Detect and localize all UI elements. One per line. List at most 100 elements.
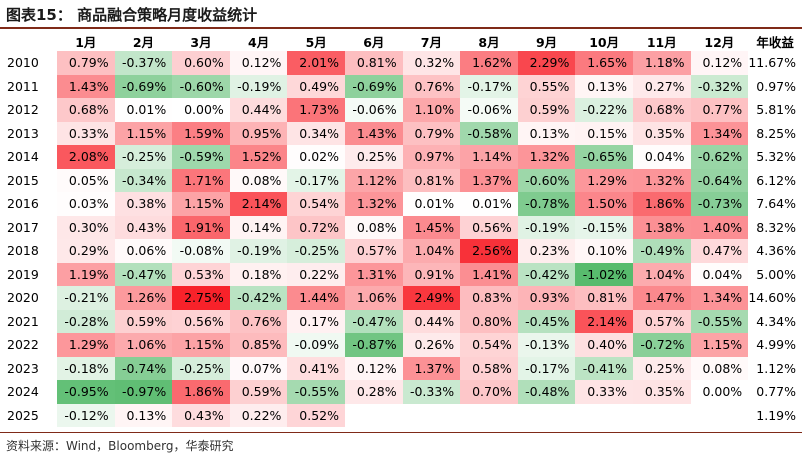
monthly-return-cell: -0.25% [287,239,345,263]
monthly-return-cell: 1.71% [172,168,230,192]
monthly-return-cell: 0.07% [229,356,288,380]
monthly-return-cell: 0.54% [460,333,518,357]
monthly-return-cell: 0.53% [172,262,230,286]
month-header: 12月 [704,34,735,50]
monthly-return-cell: 0.04% [690,262,749,286]
monthly-return-cell: -0.95% [57,380,115,404]
monthly-return-cell: 0.01% [460,192,518,216]
monthly-return-cell: 0.30% [57,215,115,239]
monthly-return-cell: 1.52% [229,145,288,169]
table-row: 2018 0.29% 0.06% -0.08% -0.19% -0.25% 0.57% 1.0… [0,239,802,263]
monthly-return-cell: 0.08% [345,215,403,239]
monthly-return-cell: 0.12% [345,356,403,380]
year-cell: 2025 [7,407,39,423]
year-cell: 2013 [7,125,39,141]
monthly-return-cell: 0.56% [460,215,518,239]
monthly-return-cell: 2.01% [287,51,345,75]
monthly-return-cell: -0.19% [229,239,288,263]
monthly-return-cell: 1.47% [632,286,691,310]
monthly-return-cell: -0.47% [114,262,173,286]
monthly-return-cell: 1.50% [575,192,633,216]
monthly-return-cell: 2.75% [172,286,230,310]
monthly-return-cell: 1.32% [517,145,576,169]
monthly-return-cell: 0.55% [517,74,576,98]
monthly-return-cell: -0.60% [517,168,576,192]
top-rule [0,27,802,29]
monthly-return-cell: 0.56% [172,309,230,333]
source-note: 资料来源：Wind，Bloomberg，华泰研究 [6,439,234,453]
annual-return-cell: 1.19% [756,407,796,423]
monthly-return-cell: -0.13% [517,333,576,357]
monthly-return-cell: 0.72% [287,215,345,239]
monthly-return-cell: 0.60% [172,51,230,75]
monthly-return-cell: 0.85% [229,333,288,357]
month-header: 2月 [132,34,155,50]
monthly-return-cell: 1.26% [114,286,173,310]
monthly-return-cell: 1.15% [172,333,230,357]
monthly-return-cell: 1.41% [460,262,518,286]
monthly-return-cell [691,404,749,428]
annual-return-cell: 0.77% [756,384,796,400]
monthly-return-cell: -0.41% [575,356,633,380]
monthly-return-cell: 1.40% [690,215,749,239]
monthly-return-cell: 0.38% [114,192,173,216]
monthly-return-cell: 0.80% [460,309,518,333]
monthly-return-cell: 1.45% [402,215,461,239]
monthly-return-cell: -0.74% [114,356,173,380]
year-cell: 2022 [7,337,39,353]
year-cell: 2018 [7,243,39,259]
table-row: 2020 -0.21% 1.26% 2.75% -0.42% 1.44% 1.06% 2.49… [0,286,802,310]
annual-return-cell: 5.00% [756,266,796,282]
year-cell: 2019 [7,266,39,282]
monthly-return-cell: 0.59% [114,309,173,333]
monthly-return-cell: -0.60% [172,74,230,98]
monthly-return-cell: -0.62% [690,145,749,169]
annual-return-header: 年收益 [756,34,794,50]
monthly-return-cell: -0.17% [460,74,518,98]
month-header: 7月 [420,34,442,50]
monthly-return-cell: 1.43% [345,121,403,145]
month-header: 6月 [363,34,385,50]
monthly-return-cell: -0.17% [287,168,345,192]
monthly-return-cell: 0.33% [57,121,115,145]
monthly-return-cell: -0.65% [575,145,633,169]
monthly-return-cell: 1.06% [114,333,173,357]
figure-title: 图表15： 商品融合策略月度收益统计 [6,6,258,24]
monthly-return-cell: 0.79% [57,51,115,75]
monthly-return-cell: 1.91% [172,215,230,239]
monthly-return-cell: 0.95% [229,121,288,145]
monthly-return-cell: -0.55% [690,309,749,333]
monthly-return-cell: 0.23% [517,239,576,263]
monthly-return-cell: -0.09% [287,333,345,357]
monthly-return-cell: -0.15% [575,215,633,239]
monthly-return-cell: -0.08% [172,239,230,263]
monthly-return-cell: -0.42% [229,286,288,310]
monthly-return-cell: 0.52% [287,403,345,427]
year-cell: 2017 [7,219,39,235]
monthly-return-cell: 1.65% [575,51,633,75]
month-header: 5月 [305,34,327,50]
monthly-return-cell [460,404,518,428]
monthly-return-cell: 0.01% [114,98,173,122]
monthly-return-cell: 1.04% [402,239,461,263]
monthly-return-cell: 2.29% [517,51,576,75]
monthly-return-cell: -0.18% [57,356,115,380]
monthly-return-cell: -0.33% [402,380,461,404]
monthly-return-cell: 1.37% [460,168,518,192]
monthly-return-cell: 0.93% [517,286,576,310]
monthly-return-cell: -0.06% [345,98,403,122]
monthly-return-cell: 0.91% [402,262,461,286]
monthly-return-cell: 0.26% [402,333,461,357]
monthly-returns-table: 1月 2月 3月 4月 5月 6月 7月 8月 9月 10月 11月 12月 年收益 2010 0.79%… [0,31,802,427]
monthly-return-cell: 0.00% [690,380,749,404]
year-cell: 2011 [7,78,39,94]
monthly-return-cell: 0.76% [229,309,288,333]
monthly-return-cell: -1.02% [575,262,633,286]
monthly-return-cell: 1.62% [460,51,518,75]
monthly-return-cell: -0.19% [517,215,576,239]
monthly-return-cell: 0.01% [402,192,461,216]
annual-return-cell: 1.12% [756,360,796,376]
annual-return-cell: 5.81% [756,102,796,118]
monthly-return-cell: 0.15% [575,121,633,145]
annual-return-cell: 7.64% [756,196,796,212]
